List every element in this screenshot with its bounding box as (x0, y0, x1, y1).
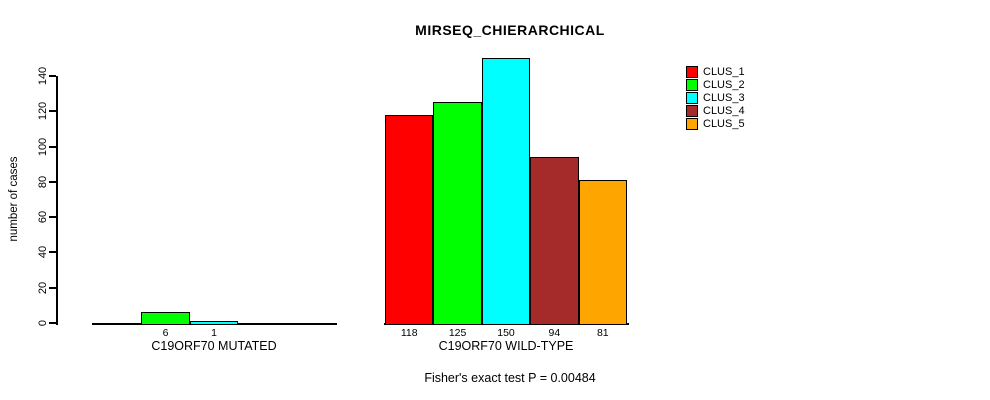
y-tick-label: 40 (37, 246, 49, 259)
y-tick-label: 60 (37, 211, 49, 224)
legend-label: CLUS_2 (703, 78, 745, 91)
y-tick-label: 140 (37, 66, 49, 86)
y-tick-label: 120 (37, 102, 49, 121)
bar-CLUS_2 (433, 102, 482, 325)
bar-value-label: 81 (596, 326, 609, 339)
bar-value-label: 94 (548, 326, 561, 339)
y-tick-label: 0 (37, 319, 49, 327)
bar-CLUS_3 (481, 58, 531, 325)
legend-swatch-icon (686, 91, 698, 104)
y-axis-line (56, 76, 58, 325)
legend-label: CLUS_1 (703, 65, 745, 78)
bar-value-label: 118 (400, 326, 418, 339)
y-tick-label: 80 (37, 175, 49, 188)
legend-label: CLUS_4 (703, 104, 745, 117)
legend-item-CLUS_3: CLUS_3 (686, 91, 745, 104)
category-label: C19ORF70 MUTATED (151, 339, 277, 353)
chart-title: MIRSEQ_CHIERARCHICAL (415, 22, 605, 38)
bar-value-label: 6 (162, 326, 169, 339)
legend-item-CLUS_1: CLUS_1 (686, 65, 745, 78)
legend-item-CLUS_2: CLUS_2 (686, 78, 745, 91)
y-tick-mark (49, 180, 56, 183)
legend-swatch-icon (686, 117, 698, 130)
category-label: C19ORF70 WILD-TYPE (438, 339, 574, 353)
y-tick-mark (49, 145, 56, 148)
y-tick-mark (49, 286, 56, 289)
y-tick-mark (49, 251, 56, 254)
bar-CLUS_4 (530, 157, 579, 325)
y-tick-label: 20 (37, 281, 49, 294)
bar-CLUS_2 (141, 312, 190, 325)
y-tick-mark (49, 110, 56, 113)
y-tick-label: 100 (37, 137, 49, 156)
y-axis-label: number of cases (8, 156, 20, 242)
legend-item-CLUS_5: CLUS_5 (686, 117, 745, 130)
bar-CLUS_5 (578, 180, 627, 325)
y-tick-mark (49, 75, 56, 77)
bar-CLUS_3 (189, 321, 239, 325)
legend-item-CLUS_4: CLUS_4 (686, 104, 745, 117)
legend-swatch-icon (686, 104, 698, 117)
bar-CLUS_1 (385, 115, 434, 325)
bar-value-label: 1 (211, 326, 217, 339)
legend-label: CLUS_5 (703, 117, 745, 130)
bar-value-label: 150 (497, 326, 515, 339)
legend: CLUS_1 CLUS_2 CLUS_3 CLUS_4 CLUS_5 (686, 65, 745, 130)
annotation-text: Fisher's exact test P = 0.00484 (424, 371, 596, 385)
bar-value-label: 125 (448, 326, 467, 339)
y-tick-mark (49, 216, 56, 219)
legend-swatch-icon (686, 65, 698, 78)
legend-swatch-icon (686, 78, 698, 91)
y-tick-mark (49, 322, 56, 324)
legend-label: CLUS_3 (703, 91, 745, 104)
